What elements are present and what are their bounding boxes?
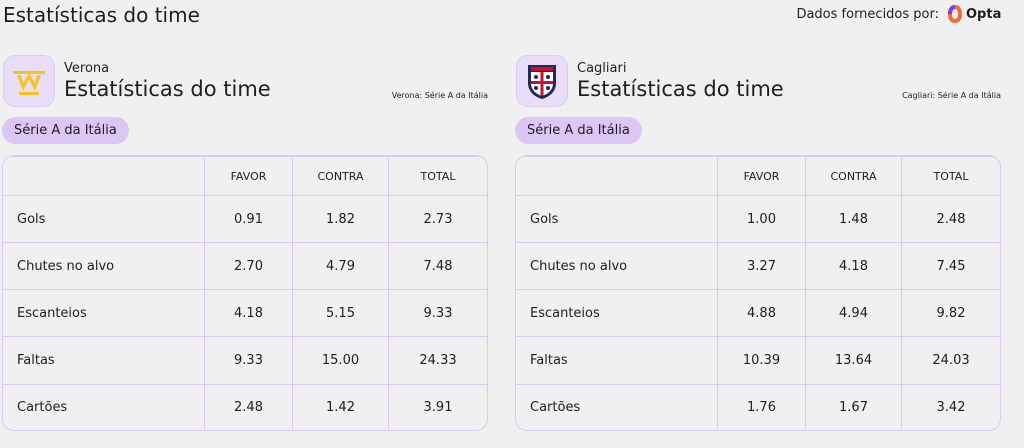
stats-table-box: FAVOR CONTRA TOTAL Gols 1.00 1.48 2.48 Chutes n… xyxy=(515,155,1001,431)
stat-value: 15.00 xyxy=(292,336,389,385)
stat-value: 24.33 xyxy=(388,336,487,385)
team-logo xyxy=(516,55,568,107)
stat-row: Chutes no alvo 3.27 4.18 7.45 xyxy=(516,242,1000,291)
column-header: FAVOR xyxy=(717,156,806,196)
opta-icon xyxy=(948,5,962,23)
team-name: Cagliari xyxy=(577,61,627,76)
stat-value: 1.67 xyxy=(805,383,902,430)
stat-value: 2.48 xyxy=(901,194,1000,244)
stat-value: 9.82 xyxy=(901,289,1000,338)
stat-value: 0.91 xyxy=(204,194,293,244)
stat-label: Faltas xyxy=(3,336,205,385)
stat-row: Escanteios 4.88 4.94 9.82 xyxy=(516,289,1000,338)
header-row: FAVOR CONTRA TOTAL xyxy=(516,156,1000,196)
stat-value: 4.79 xyxy=(292,242,389,291)
column-header: CONTRA xyxy=(292,156,389,196)
league-note: Verona: Série A da Itália xyxy=(391,91,488,100)
stat-value: 3.91 xyxy=(388,383,487,430)
stat-row: Faltas 10.39 13.64 24.03 xyxy=(516,336,1000,385)
stat-value: 1.48 xyxy=(805,194,902,244)
league-note: Cagliari: Série A da Itália xyxy=(902,91,1001,100)
column-header: TOTAL xyxy=(901,156,1000,196)
provider-text: Dados fornecidos por: xyxy=(796,7,939,22)
stat-row: Gols 1.00 1.48 2.48 xyxy=(516,194,1000,244)
header-cell xyxy=(3,156,205,196)
stat-label: Gols xyxy=(516,194,718,244)
stat-value: 9.33 xyxy=(204,336,293,385)
stat-value: 4.94 xyxy=(805,289,902,338)
stat-value: 1.42 xyxy=(292,383,389,430)
cagliari-crest xyxy=(528,65,556,99)
stat-label: Escanteios xyxy=(516,289,718,338)
stat-value: 3.42 xyxy=(901,383,1000,430)
stat-value: 7.48 xyxy=(388,242,487,291)
stat-value: 1.76 xyxy=(717,383,806,430)
header-cell xyxy=(516,156,718,196)
stat-label: Cartões xyxy=(3,383,205,430)
stat-value: 7.45 xyxy=(901,242,1000,291)
stat-value: 9.33 xyxy=(388,289,487,338)
stat-row: Gols 0.91 1.82 2.73 xyxy=(3,194,487,244)
stat-value: 10.39 xyxy=(717,336,806,385)
page-title: Estatísticas do time xyxy=(3,3,200,27)
verona-crest xyxy=(13,71,45,95)
stats-table-box: FAVOR CONTRA TOTAL Gols 0.91 1.82 2.73 Chutes n… xyxy=(2,155,488,431)
stat-label: Chutes no alvo xyxy=(516,242,718,291)
team-heading: Estatísticas do time xyxy=(64,77,271,101)
stat-label: Chutes no alvo xyxy=(3,242,205,291)
stat-row: Cartões 2.48 1.42 3.91 xyxy=(3,383,487,430)
stat-label: Faltas xyxy=(516,336,718,385)
stats-table: FAVOR CONTRA TOTAL Gols 0.91 1.82 2.73 Chutes n… xyxy=(3,156,487,430)
stat-value: 4.88 xyxy=(717,289,806,338)
stat-row: Cartões 1.76 1.67 3.42 xyxy=(516,383,1000,430)
stat-value: 13.64 xyxy=(805,336,902,385)
stat-label: Cartões xyxy=(516,383,718,430)
opta-text: Opta xyxy=(966,6,1002,22)
stats-table: FAVOR CONTRA TOTAL Gols 1.00 1.48 2.48 Chutes n… xyxy=(516,156,1000,430)
stat-value: 24.03 xyxy=(901,336,1000,385)
team-logo xyxy=(3,55,55,107)
stat-value: 2.70 xyxy=(204,242,293,291)
stat-value: 4.18 xyxy=(204,289,293,338)
league-badge[interactable]: Série A da Itália xyxy=(2,117,129,144)
column-header: TOTAL xyxy=(388,156,487,196)
header-row: FAVOR CONTRA TOTAL xyxy=(3,156,487,196)
league-badge[interactable]: Série A da Itália xyxy=(515,117,642,144)
stat-value: 1.82 xyxy=(292,194,389,244)
stat-value: 1.00 xyxy=(717,194,806,244)
team-heading: Estatísticas do time xyxy=(577,77,784,101)
stat-value: 4.18 xyxy=(805,242,902,291)
column-header: CONTRA xyxy=(805,156,902,196)
provider-logo[interactable]: Opta xyxy=(947,4,1001,24)
team-panel: Cagliari Estatísticas do time Cagliari: Sé… xyxy=(515,53,1001,433)
stat-value: 5.15 xyxy=(292,289,389,338)
stat-value: 2.48 xyxy=(204,383,293,430)
team-panel: Verona Estatísticas do time Verona: Série … xyxy=(2,53,488,433)
stat-row: Escanteios 4.18 5.15 9.33 xyxy=(3,289,487,338)
stat-row: Faltas 9.33 15.00 24.33 xyxy=(3,336,487,385)
team-name: Verona xyxy=(64,61,110,76)
stat-label: Gols xyxy=(3,194,205,244)
column-header: FAVOR xyxy=(204,156,293,196)
stat-value: 2.73 xyxy=(388,194,487,244)
stat-label: Escanteios xyxy=(3,289,205,338)
stat-value: 3.27 xyxy=(717,242,806,291)
stat-row: Chutes no alvo 2.70 4.79 7.48 xyxy=(3,242,487,291)
